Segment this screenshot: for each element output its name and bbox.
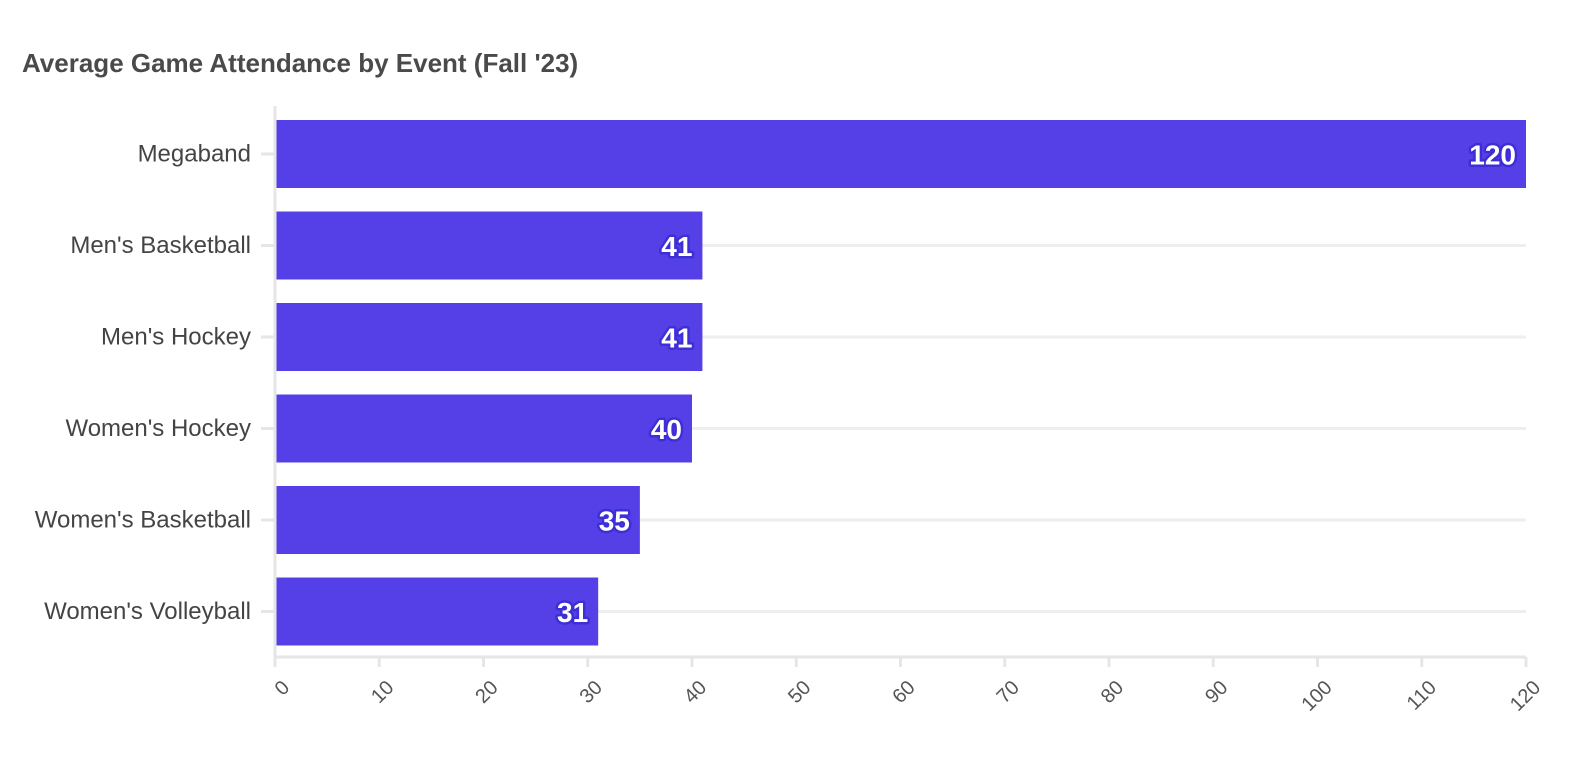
x-tick-label: 120 xyxy=(1506,677,1545,716)
x-tick-label: 80 xyxy=(1097,677,1128,708)
x-tick-label: 10 xyxy=(367,677,398,708)
bar xyxy=(275,303,703,371)
x-tick-label: 30 xyxy=(576,677,607,708)
axes xyxy=(261,106,1528,667)
bar xyxy=(275,120,1526,188)
x-tick-label: 70 xyxy=(993,677,1024,708)
category-label: Men's Basketball xyxy=(70,232,251,259)
category-label: Women's Basketball xyxy=(35,507,251,534)
bar xyxy=(275,211,703,280)
x-tick-label: 110 xyxy=(1403,677,1441,715)
x-tick-label: 90 xyxy=(1201,677,1232,708)
x-tick-label: 40 xyxy=(680,677,711,708)
bars xyxy=(275,120,1526,646)
x-tick-label: 50 xyxy=(784,677,815,708)
category-label: Megaband xyxy=(138,141,251,168)
data-label: 31 xyxy=(557,597,588,628)
bar xyxy=(275,577,599,646)
bar xyxy=(275,486,640,554)
data-label: 41 xyxy=(661,323,692,354)
category-label: Men's Hockey xyxy=(101,324,251,351)
x-tick-label: 20 xyxy=(471,677,502,708)
data-label: 40 xyxy=(651,414,682,445)
category-label: Women's Volleyball xyxy=(44,598,251,625)
data-label: 41 xyxy=(661,231,692,262)
data-label: 35 xyxy=(599,506,630,537)
chart-title: Average Game Attendance by Event (Fall '… xyxy=(22,48,579,78)
data-label: 120 xyxy=(1469,140,1516,171)
x-tick-label: 100 xyxy=(1297,677,1336,716)
category-label: Women's Hockey xyxy=(65,415,251,442)
bar xyxy=(275,394,692,463)
x-tick-label: 60 xyxy=(888,677,919,708)
x-tick-label: 0 xyxy=(271,677,294,700)
